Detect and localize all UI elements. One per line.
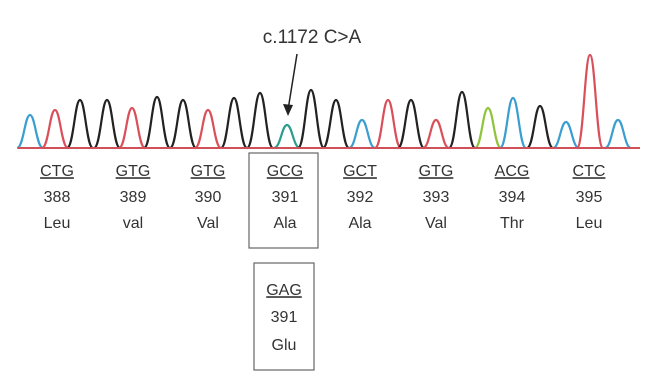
mutant-position: 391 [271,309,298,326]
codon-position: 390 [195,189,222,206]
background [0,0,646,378]
amino-acid: Leu [44,215,71,232]
codon: GTG [191,163,226,180]
codon-position: 395 [576,189,603,206]
codon-position: 391 [272,189,299,206]
codon: CTG [40,163,74,180]
codon: CTC [573,163,606,180]
codon-position: 388 [44,189,71,206]
codon: GTG [116,163,151,180]
chromatogram-figure: c.1172 C>A CTG 388 Leu GTG 389 val GTG 390 Val GC… [0,0,646,378]
mutant-codon: GAG [266,282,302,299]
amino-acid: Ala [348,215,371,232]
codon-position: 392 [347,189,374,206]
amino-acid: Val [197,215,219,232]
codon: ACG [495,163,530,180]
amino-acid: Val [425,215,447,232]
codon-position: 394 [499,189,526,206]
amino-acid: val [123,215,143,232]
amino-acid: Leu [576,215,603,232]
mutant-amino-acid: Glu [272,337,297,354]
codon: GTG [419,163,454,180]
codon-position: 393 [423,189,450,206]
codon: GCG [267,163,303,180]
mutation-label: c.1172 C>A [263,27,362,48]
page: c.1172 C>A CTG 388 Leu GTG 389 val GTG 390 Val GC… [0,0,646,378]
amino-acid: Ala [273,215,296,232]
codon: GCT [343,163,377,180]
codon-position: 389 [120,189,147,206]
amino-acid: Thr [500,215,525,232]
